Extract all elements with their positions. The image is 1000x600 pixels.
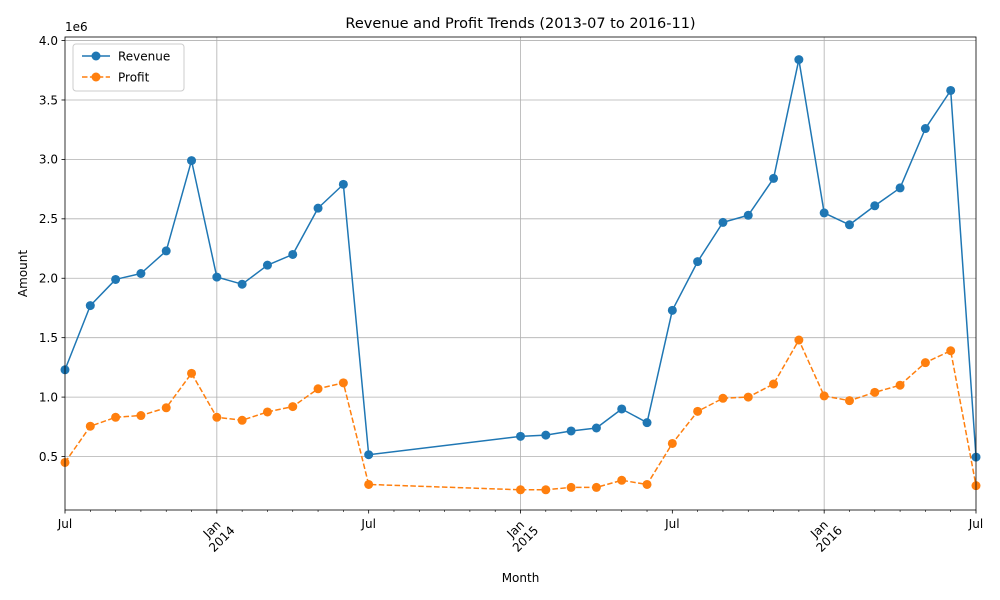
data-point-revenue (237, 279, 247, 289)
series-layer (60, 55, 981, 495)
data-point-revenue (111, 274, 121, 284)
data-point-revenue (693, 257, 703, 267)
data-point-revenue (946, 85, 956, 95)
data-point-profit (920, 358, 930, 368)
data-point-revenue (870, 201, 880, 211)
data-point-profit (566, 482, 576, 492)
y-tick-label: 1.5 (39, 331, 58, 345)
data-point-profit (85, 421, 95, 431)
data-point-revenue (288, 249, 298, 259)
data-point-revenue (642, 418, 652, 428)
y-tick-label: 0.5 (39, 450, 58, 464)
y-axis-label: Amount (16, 250, 30, 297)
data-point-revenue (718, 217, 728, 227)
y-tick-label: 1.0 (39, 390, 58, 404)
data-point-profit (338, 378, 348, 388)
data-point-revenue (187, 156, 197, 166)
data-point-revenue (566, 426, 576, 436)
x-axis-label: Month (502, 571, 540, 585)
data-point-revenue (920, 124, 930, 134)
data-point-revenue (364, 450, 374, 460)
data-point-profit (541, 485, 551, 495)
x-tick-label: Jul (57, 517, 72, 531)
data-point-revenue (844, 220, 854, 230)
data-point-profit (693, 406, 703, 416)
data-point-profit (187, 368, 197, 378)
x-tick-label: Jul (664, 517, 679, 531)
x-tick-label: Jul (968, 517, 983, 531)
data-point-revenue (313, 203, 323, 213)
data-point-profit (111, 412, 121, 422)
data-point-revenue (617, 404, 627, 414)
y-offset-label: 1e6 (65, 20, 88, 34)
y-tick-label: 2.5 (39, 212, 58, 226)
data-point-revenue (895, 183, 905, 193)
data-point-profit (946, 346, 956, 356)
data-point-profit (794, 335, 804, 345)
data-point-profit (819, 391, 829, 401)
data-point-profit (895, 380, 905, 390)
data-point-profit (313, 384, 323, 394)
data-point-profit (743, 392, 753, 402)
series-line-profit (64, 339, 977, 491)
legend: Revenue Profit (72, 43, 185, 92)
data-point-revenue (769, 173, 779, 183)
data-point-profit (262, 407, 272, 417)
data-point-revenue (262, 260, 272, 270)
data-point-profit (870, 387, 880, 397)
data-point-profit (364, 479, 374, 489)
data-point-revenue (743, 210, 753, 220)
y-tick-label: 2.0 (39, 272, 58, 286)
legend-label-profit: Profit (118, 71, 150, 85)
series-revenue (60, 55, 981, 462)
grid-lines (65, 37, 976, 510)
data-point-profit (769, 379, 779, 389)
data-point-profit (718, 393, 728, 403)
data-point-profit (136, 411, 146, 421)
data-point-revenue (85, 301, 95, 311)
data-point-profit (237, 415, 247, 425)
data-point-revenue (591, 423, 601, 433)
data-point-revenue (541, 430, 551, 440)
legend-marker-revenue (91, 51, 101, 61)
data-point-revenue (212, 272, 222, 282)
data-point-profit (212, 412, 222, 422)
data-point-profit (617, 475, 627, 485)
data-point-revenue (161, 246, 171, 256)
data-point-revenue (136, 269, 146, 278)
data-point-revenue (794, 55, 804, 65)
data-point-profit (516, 485, 525, 495)
data-point-profit (288, 402, 298, 412)
data-point-profit (161, 403, 171, 413)
data-point-profit (642, 479, 652, 489)
data-point-profit (667, 438, 677, 448)
data-point-revenue (667, 305, 677, 315)
data-point-revenue (516, 431, 525, 441)
x-tick-label: Jul (360, 517, 375, 531)
legend-label-revenue: Revenue (118, 50, 170, 64)
y-tick-label: 4.0 (39, 34, 58, 48)
legend-marker-profit (91, 72, 101, 82)
y-tick-label: 3.5 (39, 93, 58, 107)
data-point-profit (591, 482, 601, 492)
y-tick-label: 3.0 (39, 153, 58, 167)
chart-title: Revenue and Profit Trends (2013-07 to 20… (345, 16, 695, 32)
series-line-revenue (64, 58, 977, 458)
data-point-revenue (338, 179, 348, 189)
data-point-profit (844, 396, 854, 406)
data-point-revenue (819, 208, 829, 218)
